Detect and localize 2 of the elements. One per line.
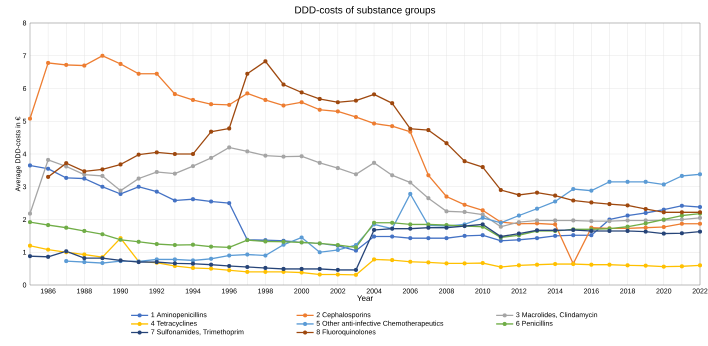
x-axis-title: Year: [357, 295, 373, 301]
chart-title: DDD-costs of substance groups: [295, 6, 436, 16]
